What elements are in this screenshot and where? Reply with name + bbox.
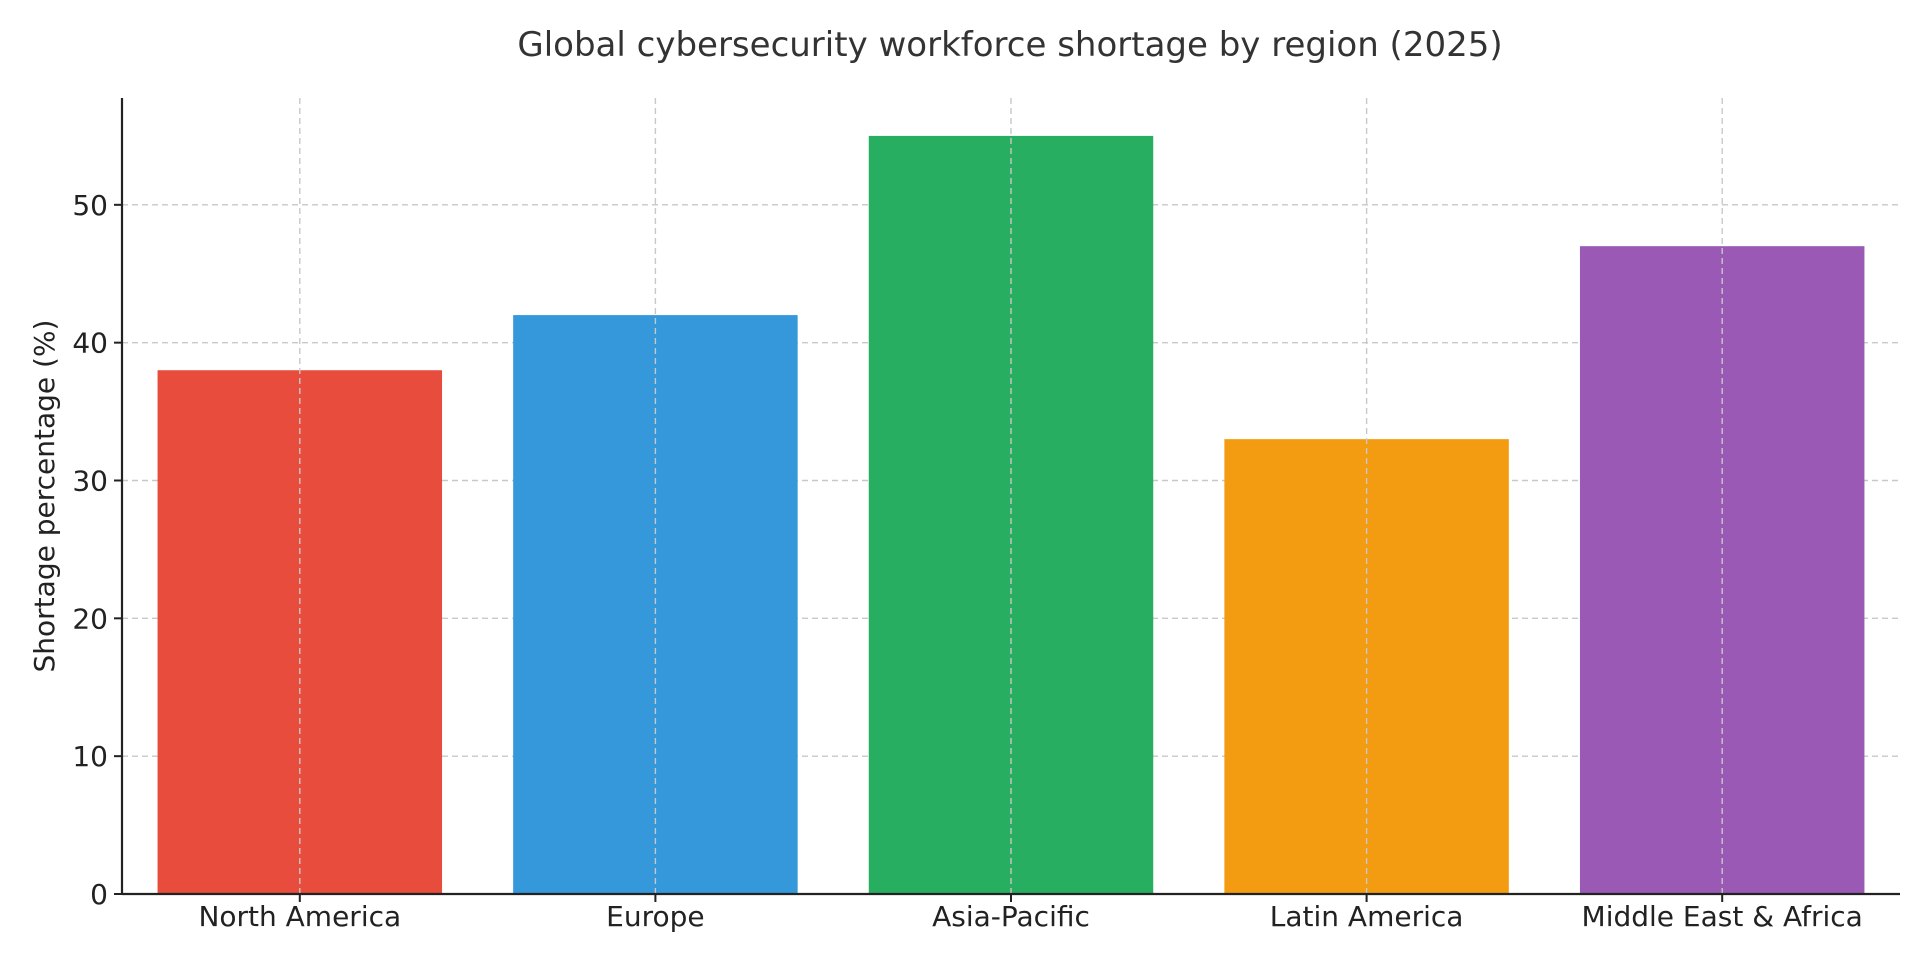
bar-latin-america — [1224, 439, 1509, 894]
y-tick-label: 30 — [72, 464, 108, 497]
y-tick-label: 50 — [72, 189, 108, 222]
y-tick-label: 40 — [72, 327, 108, 360]
vertical-grid-layer — [299, 98, 1723, 894]
y-tick-label: 0 — [90, 878, 108, 911]
x-tick-label: Europe — [606, 900, 704, 933]
x-tick-label: Asia-Pacific — [932, 900, 1090, 933]
y-axis-label: Shortage percentage (%) — [28, 320, 61, 673]
x-tick-label: North America — [198, 900, 401, 933]
x-tick-label: Middle East & Africa — [1582, 900, 1863, 933]
ticks-layer: 0 10 20 30 40 50 North America Europe Asia-Pacif… — [72, 189, 1862, 933]
y-tick-label: 20 — [72, 602, 108, 635]
x-tick-label: Latin America — [1270, 900, 1464, 933]
chart-title: Global cybersecurity workforce shortage … — [517, 25, 1502, 65]
y-tick-label: 10 — [72, 740, 108, 773]
